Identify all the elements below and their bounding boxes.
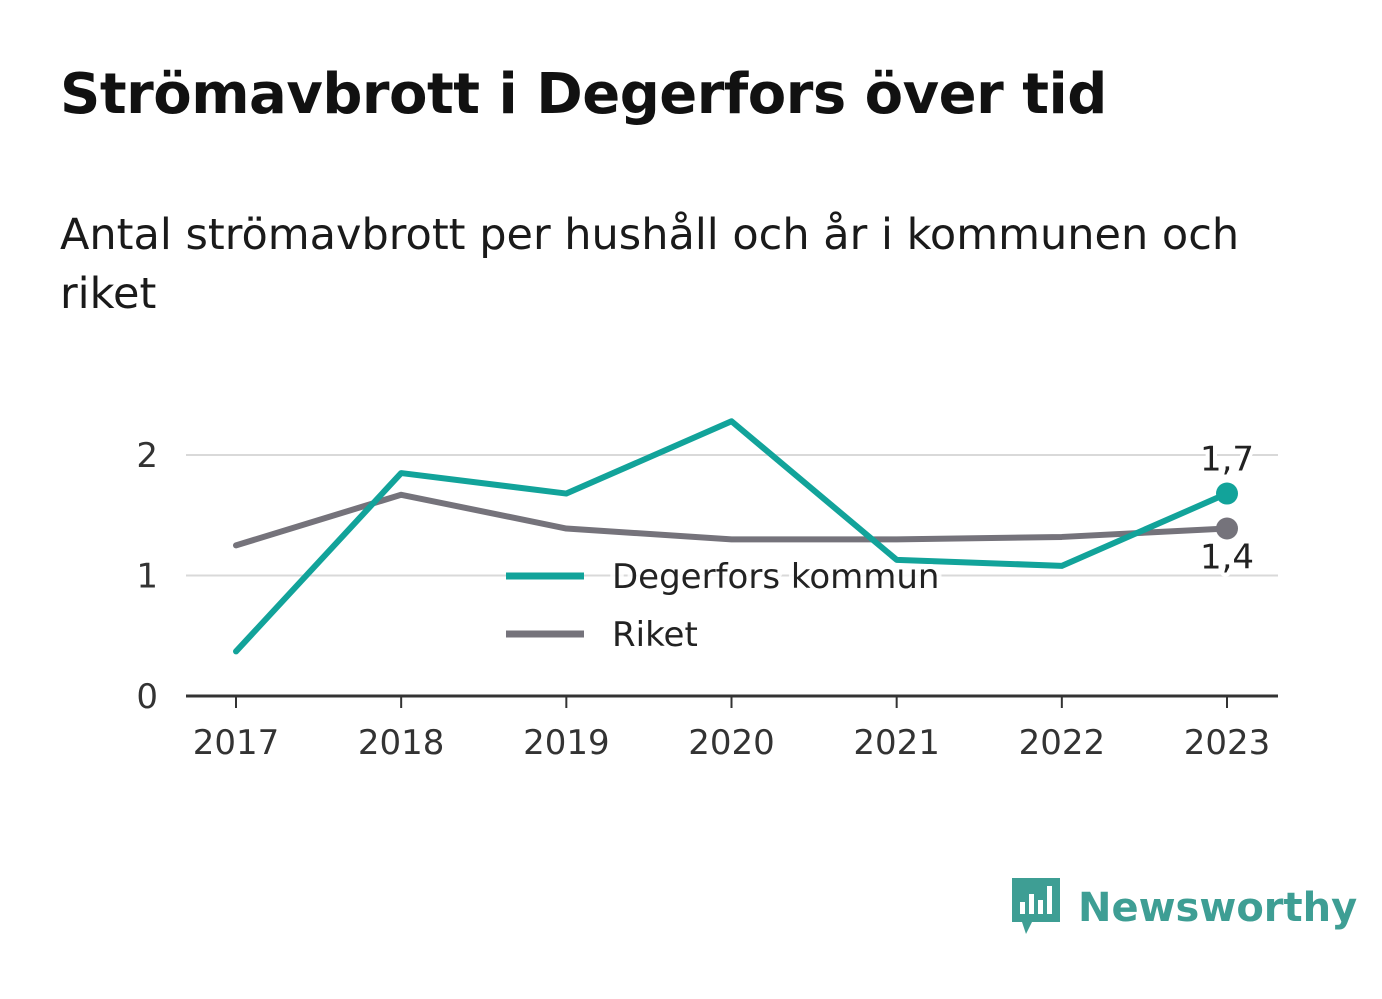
y-tick-label: 1 — [136, 557, 158, 597]
grid-lines — [186, 454, 1278, 577]
y-axis-ticks: 0 1 2 — [136, 436, 158, 717]
legend-label: Riket — [612, 615, 698, 655]
brand: Newsworthy — [1012, 878, 1357, 938]
series-line-riket — [233, 491, 1230, 549]
end-point-marker — [1216, 517, 1238, 540]
y-tick-label: 0 — [136, 677, 158, 717]
end-markers: 1,71,71,41,4 — [1196, 436, 1258, 582]
x-tick-label: 2018 — [358, 723, 445, 763]
x-axis-ticks: 2017 2018 2019 2020 2021 2022 2023 — [193, 696, 1271, 763]
brand-name: Newsworthy — [1078, 885, 1358, 931]
legend-label-halo: Degerfors kommun — [612, 557, 939, 597]
x-tick-label: 2021 — [853, 723, 940, 763]
x-tick-label: 2019 — [523, 723, 610, 763]
x-tick-label: 2023 — [1184, 723, 1271, 763]
x-tick-label: 2017 — [193, 723, 280, 763]
chart-subtitle: Antal strömavbrott per hushåll och år i … — [60, 210, 1240, 319]
x-tick-label: 2020 — [688, 723, 775, 763]
data-label: 1,7 — [1200, 440, 1254, 480]
data-label-halo: 1,4 — [1200, 538, 1254, 578]
data-label-halo: 1,7 — [1200, 440, 1254, 480]
legend-label-halo: Riket — [612, 615, 698, 655]
data-label: 1,4 — [1200, 538, 1254, 578]
series-line-degerfors — [233, 418, 1230, 655]
newsworthy-logo-icon — [1012, 878, 1060, 934]
end-point-marker — [1216, 482, 1238, 505]
series-lines — [233, 418, 1230, 655]
legend-label: Degerfors kommun — [612, 557, 939, 597]
chart-title: Strömavbrott i Degerfors över tid — [60, 62, 1107, 127]
x-tick-label: 2022 — [1019, 723, 1106, 763]
y-tick-label: 2 — [136, 436, 158, 476]
